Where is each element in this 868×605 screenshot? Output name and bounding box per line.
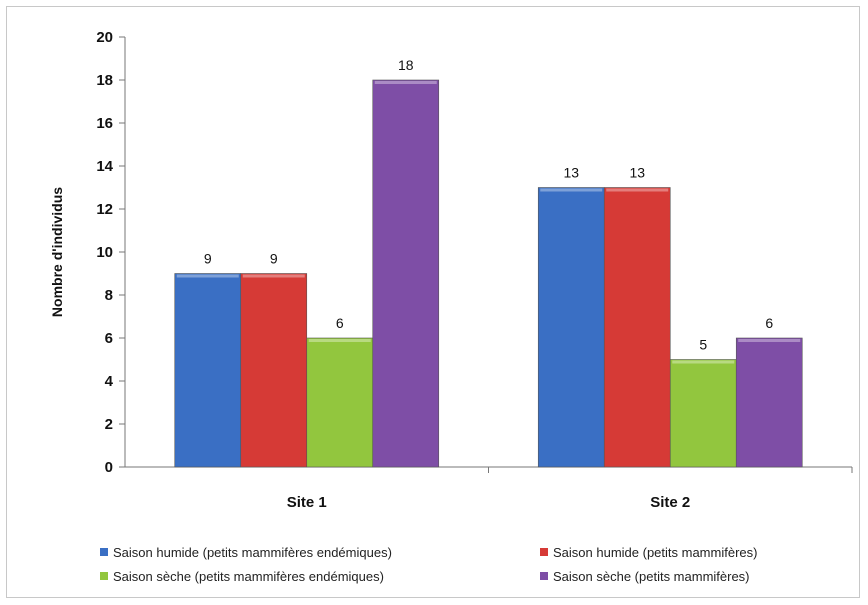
data-label: 5	[699, 337, 707, 353]
bar	[306, 337, 374, 468]
data-label: 6	[765, 315, 773, 331]
legend-row: Saison sèche (petits mammifères endémiqu…	[100, 564, 860, 588]
y-axis-label: Nombre d'individus	[49, 187, 65, 317]
y-tick-label: 18	[96, 72, 113, 89]
bar	[537, 187, 605, 468]
bar-highlight	[374, 81, 437, 84]
y-tick-label: 8	[105, 287, 113, 304]
x-category-label: Site 1	[287, 494, 327, 511]
legend-swatch	[100, 572, 108, 580]
data-label: 13	[563, 165, 579, 181]
y-tick-label: 4	[105, 373, 114, 390]
legend-row: Saison humide (petits mammifères endémiq…	[100, 540, 860, 564]
bar	[240, 273, 308, 468]
bar-highlight	[738, 339, 801, 342]
bar-highlight	[176, 274, 239, 278]
data-label: 18	[398, 57, 414, 73]
y-tick-label: 2	[105, 416, 113, 433]
bar-highlight	[242, 274, 305, 278]
bar-highlight	[606, 188, 669, 192]
bar	[735, 337, 803, 468]
x-category-label: Site 2	[650, 494, 690, 511]
bar	[603, 187, 671, 468]
legend-label: Saison sèche (petits mammifères)	[553, 568, 750, 584]
bar-highlight	[672, 360, 735, 364]
legend-swatch	[100, 548, 108, 556]
data-label: 9	[270, 251, 278, 267]
bar-highlight	[308, 339, 371, 342]
legend-item: Saison humide (petits mammifères endémiq…	[100, 545, 540, 560]
y-tick-label: 12	[96, 201, 113, 218]
legend-item: Saison humide (petits mammifères)	[540, 545, 757, 560]
legend-item: Saison sèche (petits mammifères endémiqu…	[100, 569, 540, 584]
bar	[669, 359, 737, 468]
data-label: 9	[204, 251, 212, 267]
data-label: 6	[336, 315, 344, 331]
legend-label: Saison humide (petits mammifères)	[553, 544, 758, 560]
y-tick-label: 10	[96, 244, 113, 261]
y-tick-label: 0	[105, 459, 113, 476]
y-tick-label: 6	[105, 330, 113, 347]
bar-highlight	[540, 188, 603, 192]
y-tick-label: 20	[96, 29, 113, 46]
legend: Saison humide (petits mammifères endémiq…	[100, 540, 860, 588]
y-tick-label: 14	[96, 158, 113, 175]
y-tick-label: 16	[96, 115, 113, 132]
legend-label: Saison humide (petits mammifères endémiq…	[113, 544, 392, 560]
legend-swatch	[540, 548, 548, 556]
data-label: 13	[629, 165, 645, 181]
bar	[174, 273, 242, 468]
legend-label: Saison sèche (petits mammifères endémiqu…	[113, 568, 384, 584]
legend-item: Saison sèche (petits mammifères)	[540, 569, 750, 584]
legend-swatch	[540, 572, 548, 580]
bar	[372, 79, 440, 468]
